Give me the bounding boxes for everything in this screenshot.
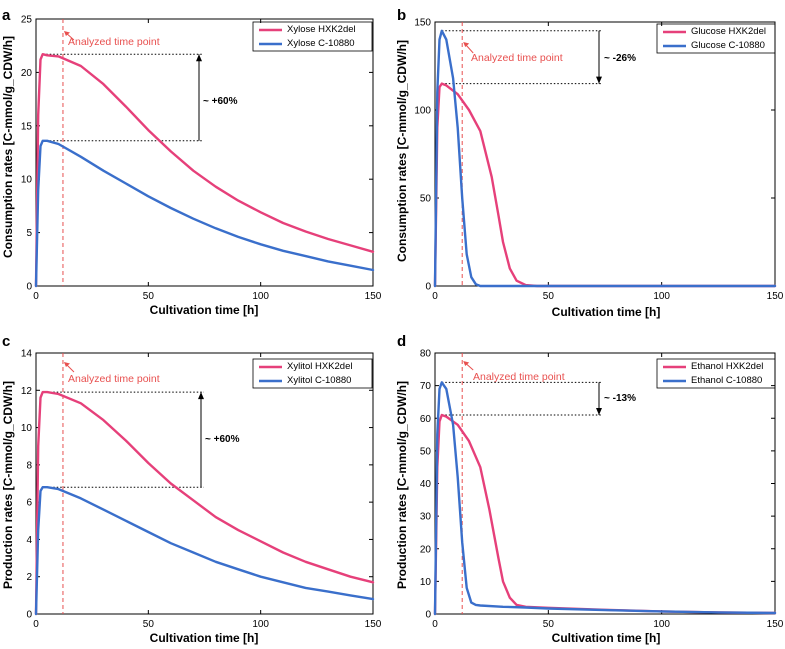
panel-letter: d (397, 333, 406, 350)
marker-label: Analyzed time point (473, 371, 565, 383)
x-tick-label: 100 (252, 291, 269, 302)
marker-pointer-head (463, 42, 470, 47)
y-tick-label: 0 (26, 282, 32, 293)
y-tick-label: 40 (420, 479, 432, 490)
series-line-hxk2del (34, 390, 375, 616)
x-tick-label: 100 (252, 619, 269, 630)
y-tick-label: 2 (26, 572, 32, 583)
y-tick-label: 14 (21, 349, 33, 360)
x-tick-label: 150 (365, 619, 382, 630)
series-line-c10880 (433, 381, 777, 616)
y-tick-label: 0 (425, 282, 431, 293)
legend-box (252, 21, 373, 52)
marker-pointer-head (63, 362, 70, 367)
x-tick-label: 0 (33, 291, 39, 302)
annotation-label: ~ -26% (604, 53, 636, 64)
change-arrowhead (198, 392, 204, 400)
marker-pointer-head (463, 361, 470, 366)
panel-letter: b (397, 7, 406, 24)
y-tick-label: 10 (21, 423, 33, 434)
y-axis-label: Consumption rates [C-mmol/g_CDW/h] (395, 40, 409, 262)
y-tick-label: 6 (26, 498, 32, 509)
y-tick-label: 50 (420, 446, 432, 457)
y-axis-label: Consumption rates [C-mmol/g_CDW/h] (1, 36, 15, 258)
y-tick-label: 10 (420, 577, 432, 588)
y-tick-label: 15 (21, 121, 33, 132)
y-tick-label: 150 (414, 18, 431, 29)
plot-area (35, 352, 374, 615)
panel-letter: a (2, 7, 11, 24)
legend-label-hxk2del: Glucose HXK2del (691, 26, 766, 37)
legend-label-c10880: Xylose C-10880 (287, 38, 355, 49)
change-arrowhead (196, 54, 202, 62)
y-axis-label: Production rates [C-mmol/g_CDW/h] (395, 381, 409, 589)
x-axis-label: Cultivation time [h] (150, 631, 259, 645)
marker-label: Analyzed time point (68, 36, 160, 48)
legend-box (252, 358, 373, 389)
panel-letter: c (2, 333, 10, 350)
x-tick-label: 0 (33, 619, 39, 630)
y-tick-label: 5 (26, 228, 32, 239)
series-line-c10880 (34, 486, 375, 616)
x-tick-label: 50 (143, 619, 155, 630)
y-tick-label: 50 (420, 194, 432, 205)
change-arrowhead (596, 76, 602, 84)
panel-d: d Production rates [C-mmol/g_CDW/h] Cult… (395, 333, 784, 645)
y-tick-label: 10 (21, 175, 33, 186)
legend-label-c10880: Glucose C-10880 (691, 40, 765, 51)
series-line-c10880 (34, 139, 375, 288)
y-axis-label: Production rates [C-mmol/g_CDW/h] (1, 381, 15, 589)
y-tick-label: 60 (420, 414, 432, 425)
x-tick-label: 150 (767, 619, 784, 630)
x-tick-label: 0 (432, 619, 438, 630)
annotation-label: ~ +60% (205, 434, 240, 445)
panel-b: b Consumption rates [C-mmol/g_CDW/h] Cul… (395, 7, 784, 319)
legend-label-hxk2del: Ethanol HXK2del (691, 361, 763, 372)
change-arrowhead (596, 407, 602, 415)
series-line-hxk2del (433, 413, 777, 616)
x-tick-label: 50 (543, 291, 555, 302)
y-tick-label: 25 (21, 15, 33, 26)
annotation-label: ~ +60% (203, 96, 238, 107)
marker-label: Analyzed time point (471, 52, 563, 64)
annotation-label: ~ -13% (604, 393, 636, 404)
y-tick-label: 0 (26, 610, 32, 621)
panel-c: c Production rates [C-mmol/g_CDW/h] Cult… (1, 333, 382, 645)
x-tick-label: 150 (365, 291, 382, 302)
x-tick-label: 0 (432, 291, 438, 302)
marker-pointer-head (63, 31, 70, 36)
panel-a: a Consumption rates [C-mmol/g_CDW/h] Cul… (1, 7, 382, 317)
y-tick-label: 4 (26, 535, 32, 546)
y-tick-label: 8 (26, 460, 32, 471)
legend-label-c10880: Xylitol C-10880 (287, 375, 351, 386)
y-tick-label: 30 (420, 512, 432, 523)
legend-box (656, 23, 776, 54)
x-tick-label: 100 (653, 619, 670, 630)
plot-area (35, 18, 374, 287)
x-tick-label: 100 (653, 291, 670, 302)
y-tick-label: 20 (21, 68, 33, 79)
y-tick-label: 0 (425, 610, 431, 621)
x-axis-label: Cultivation time [h] (552, 305, 661, 319)
x-axis-label: Cultivation time [h] (552, 631, 661, 645)
marker-label: Analyzed time point (68, 373, 160, 385)
y-tick-label: 100 (414, 106, 431, 117)
legend-label-hxk2del: Xylose HXK2del (287, 24, 356, 35)
legend-label-c10880: Ethanol C-10880 (691, 375, 762, 386)
series-line-c10880 (433, 29, 777, 288)
series-line-hxk2del (433, 82, 777, 288)
legend-box (656, 358, 776, 389)
y-tick-label: 70 (420, 381, 432, 392)
series-line-hxk2del (34, 53, 375, 288)
y-tick-label: 20 (420, 544, 432, 555)
legend-label-hxk2del: Xylitol HXK2del (287, 361, 352, 372)
x-tick-label: 50 (143, 291, 155, 302)
x-tick-label: 150 (767, 291, 784, 302)
x-axis-label: Cultivation time [h] (150, 303, 259, 317)
x-tick-label: 50 (543, 619, 555, 630)
y-tick-label: 12 (21, 386, 33, 397)
y-tick-label: 80 (420, 349, 432, 360)
